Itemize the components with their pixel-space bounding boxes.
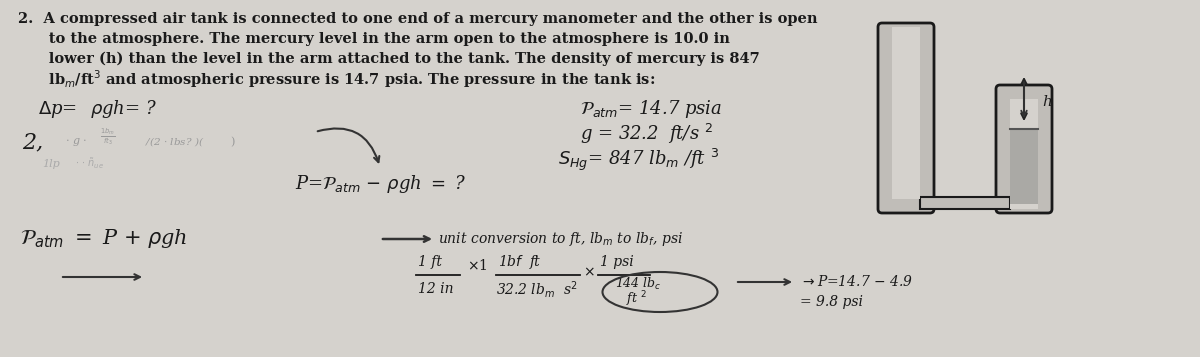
- Text: P=$\mathcal{P}_{atm}$ $-$ $\rho$gh $=$ ?: P=$\mathcal{P}_{atm}$ $-$ $\rho$gh $=$ ?: [295, 173, 467, 195]
- Text: 1lp: 1lp: [42, 159, 60, 169]
- Text: 2.  A compressed air tank is connected to one end of a mercury manometer and the: 2. A compressed air tank is connected to…: [18, 12, 817, 26]
- Text: 1b$f$: 1b$f$: [498, 255, 524, 270]
- FancyBboxPatch shape: [878, 23, 934, 213]
- Text: 2,: 2,: [22, 131, 43, 153]
- Text: $S_{Hg}$= 847 lb$_m$ /ft $^3$: $S_{Hg}$= 847 lb$_m$ /ft $^3$: [558, 147, 719, 173]
- FancyBboxPatch shape: [920, 197, 1010, 209]
- Text: /(2 $\cdot$ lbs? )(: /(2 $\cdot$ lbs? )(: [145, 136, 204, 149]
- Text: 1 ft: 1 ft: [418, 255, 442, 269]
- Text: $\Delta$p=: $\Delta$p=: [38, 99, 77, 120]
- Text: $\cdot$ $\cdot$ $\tilde{n}_{ue}$: $\cdot$ $\cdot$ $\tilde{n}_{ue}$: [74, 157, 104, 171]
- FancyBboxPatch shape: [892, 27, 920, 199]
- Text: g = 32.2  ft/s $^2$: g = 32.2 ft/s $^2$: [580, 122, 713, 146]
- Text: $\mathcal{P}_{atm}$ $=$ P $+$ $\rho$gh: $\mathcal{P}_{atm}$ $=$ P $+$ $\rho$gh: [20, 227, 187, 251]
- Text: = 9.8 psi: = 9.8 psi: [800, 295, 863, 309]
- Text: to the atmosphere. The mercury level in the arm open to the atmosphere is 10.0 i: to the atmosphere. The mercury level in …: [18, 32, 730, 46]
- Text: lb$_m$/ft$^3$ and atmospheric pressure is 14.7 psia. The pressure in the tank is: lb$_m$/ft$^3$ and atmospheric pressure i…: [18, 68, 655, 90]
- Text: $\rightarrow$P=14.7 $-$ 4.9: $\rightarrow$P=14.7 $-$ 4.9: [800, 275, 913, 290]
- Text: $\cdot$ g $\cdot$: $\cdot$ g $\cdot$: [65, 136, 88, 148]
- Text: lower (h) than the level in the arm attached to the tank. The density of mercury: lower (h) than the level in the arm atta…: [18, 52, 760, 66]
- Text: ft: ft: [530, 255, 541, 269]
- Text: $\times$: $\times$: [583, 265, 595, 279]
- Text: 144 lb$_c$: 144 lb$_c$: [616, 276, 661, 292]
- Text: $\times$1: $\times$1: [467, 258, 487, 273]
- Text: unit conversion to ft, lb$_m$ to lb$_f$, psi: unit conversion to ft, lb$_m$ to lb$_f$,…: [438, 230, 683, 248]
- FancyBboxPatch shape: [1010, 129, 1038, 204]
- Text: 12 in: 12 in: [418, 282, 454, 296]
- Text: $\frac{1b_m}{ft_3}$: $\frac{1b_m}{ft_3}$: [100, 127, 115, 147]
- Text: ): ): [230, 137, 234, 147]
- Text: ft $^2$: ft $^2$: [626, 289, 647, 309]
- Text: 1 psi: 1 psi: [600, 255, 634, 269]
- Text: h: h: [1042, 95, 1052, 109]
- FancyBboxPatch shape: [1010, 99, 1038, 209]
- Text: $\mathcal{P}_{atm}$= 14.7 psia: $\mathcal{P}_{atm}$= 14.7 psia: [580, 98, 722, 120]
- Text: 32.2 lb$_m$  s$^2$: 32.2 lb$_m$ s$^2$: [496, 278, 577, 300]
- FancyBboxPatch shape: [996, 85, 1052, 213]
- Text: $\rho$gh= ?: $\rho$gh= ?: [90, 98, 157, 120]
